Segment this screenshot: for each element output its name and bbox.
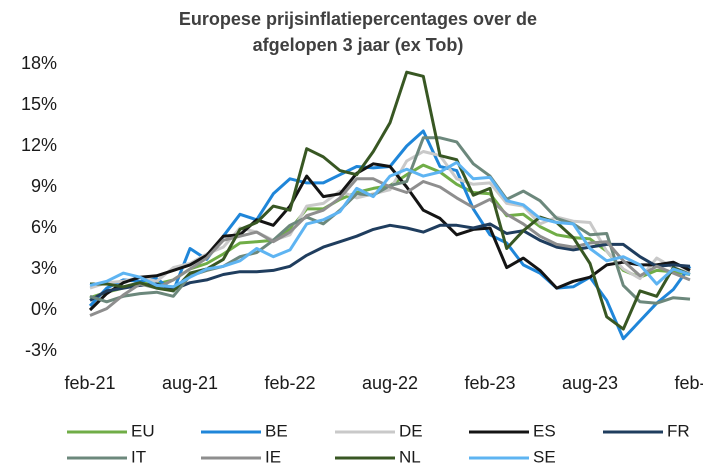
- y-tick-label: 12%: [21, 135, 57, 155]
- y-tick-label: -3%: [25, 340, 57, 360]
- x-tick-label: feb-: [674, 373, 703, 393]
- y-tick-label: 9%: [31, 176, 57, 196]
- legend-label: FR: [667, 421, 690, 440]
- x-tick-label: aug-21: [162, 373, 218, 393]
- y-tick-label: 15%: [21, 94, 57, 114]
- legend-label: SE: [533, 447, 556, 466]
- chart-title: afgelopen 3 jaar (ex Tob): [253, 35, 464, 55]
- y-tick-label: 0%: [31, 299, 57, 319]
- legend-label: NL: [399, 447, 421, 466]
- y-tick-label: 18%: [21, 53, 57, 73]
- legend-label: IT: [131, 447, 146, 466]
- legend-label: BE: [265, 421, 288, 440]
- legend-label: DE: [399, 421, 423, 440]
- y-tick-label: 3%: [31, 258, 57, 278]
- series-line: [89, 136, 691, 305]
- series-line: [90, 70, 691, 331]
- legend-label: ES: [533, 421, 556, 440]
- series-line: [89, 160, 691, 289]
- x-tick-label: feb-23: [464, 373, 515, 393]
- y-tick-label: 6%: [31, 217, 57, 237]
- series-line: [89, 177, 691, 317]
- legend-label: IE: [265, 447, 281, 466]
- x-tick-label: feb-21: [64, 373, 115, 393]
- x-tick-label: aug-23: [562, 373, 618, 393]
- legend-label: EU: [131, 421, 155, 440]
- chart-title: Europese prijsinflatiepercentages over d…: [179, 9, 537, 29]
- x-tick-label: feb-22: [264, 373, 315, 393]
- x-tick-label: aug-22: [362, 373, 418, 393]
- series-line: [88, 162, 691, 312]
